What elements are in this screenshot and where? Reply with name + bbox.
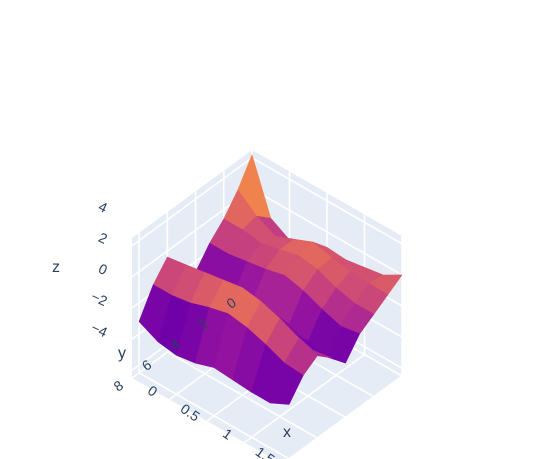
y-tick-label: 8 (111, 377, 127, 395)
back-gridline-z (251, 157, 403, 245)
z-tick-label: 0 (96, 260, 110, 278)
z-tick-label: 4 (96, 198, 110, 216)
x-axis-title: x (283, 424, 291, 441)
y-axis-title: y (118, 345, 126, 362)
back-gridline-z (251, 188, 403, 276)
z-tick-label: −4 (89, 319, 110, 340)
surface-patch (269, 362, 304, 405)
floor-gridline-x (287, 375, 403, 459)
side-gridline-z (131, 157, 253, 247)
floor-gridline-y (138, 372, 290, 459)
z-tick-label: 2 (96, 229, 110, 247)
z-tick-label: −2 (89, 288, 110, 309)
floor-gridline-y (166, 351, 318, 439)
floor-gridline-x (244, 353, 365, 444)
z-axis-title: z (52, 259, 60, 276)
surface-mesh (138, 154, 403, 405)
